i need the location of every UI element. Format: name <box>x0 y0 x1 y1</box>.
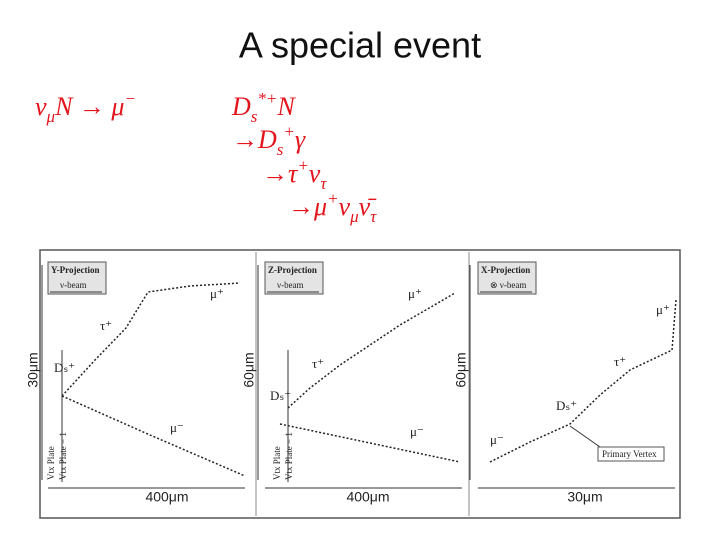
formula-part: →μ <box>288 192 327 221</box>
plate-label: Vtx Plate <box>46 446 56 480</box>
projection-label: Z-Projection <box>268 265 317 275</box>
plate-label: Vtx Plate <box>272 446 282 480</box>
formula-part: N <box>276 92 296 121</box>
particle-label: τ⁺ <box>100 318 112 333</box>
horizontal-scale: 400μm <box>145 489 188 505</box>
formula-part: − <box>125 89 136 108</box>
formula-part: N → μ <box>54 92 124 121</box>
horizontal-scale: 30μm <box>567 489 602 505</box>
formula-part: τ <box>320 174 327 193</box>
particle-label: μ⁺ <box>656 302 670 317</box>
projection-box <box>264 261 324 295</box>
particle-label: μ⁺ <box>408 286 422 301</box>
formula-part: μ <box>46 107 56 126</box>
beam-label: ⊗ ν-beam <box>490 280 526 290</box>
particle-label: Dₛ⁺ <box>54 360 75 375</box>
formula-part: γ <box>295 125 306 154</box>
vertical-scale: 30μm <box>25 352 41 387</box>
formula-part: →τ <box>262 159 299 188</box>
vertical-scale: 60μm <box>453 352 469 387</box>
formula: νμN → μ− <box>35 89 136 126</box>
track <box>489 299 677 463</box>
track <box>61 395 246 477</box>
formula-part: ν <box>35 92 47 121</box>
projection-label: X-Projection <box>481 265 530 275</box>
slide-title: A special event <box>239 25 481 66</box>
plate-label: Vtx Plate − 1 <box>58 432 68 480</box>
vertex-pointer <box>569 425 601 448</box>
vertex-box <box>597 446 665 462</box>
formula-part: s <box>277 140 284 159</box>
particle-label: Dₛ⁺ <box>556 398 577 413</box>
particle-label: Dₛ⁺ <box>270 388 291 403</box>
particle-label: μ⁻ <box>410 424 424 439</box>
figure-frame <box>39 249 681 519</box>
formula-part: ν <box>309 159 321 188</box>
formula-part: ν <box>339 192 351 221</box>
particle-label: μ⁻ <box>490 432 504 447</box>
formula-part: + <box>283 122 294 141</box>
formula: Ds*+N <box>231 89 296 126</box>
formula: →Ds+γ <box>232 122 306 159</box>
track <box>279 423 461 463</box>
formula-part: μ <box>349 207 359 226</box>
track <box>61 282 241 397</box>
projection-label: Y-Projection <box>51 265 100 275</box>
vertex-label: Primary Vertex <box>602 449 657 459</box>
formula-part: + <box>327 189 338 208</box>
particle-label: μ⁻ <box>170 420 184 435</box>
vertical-scale: 60μm <box>241 352 257 387</box>
formula-part: τ <box>370 207 377 226</box>
formula-part: s <box>251 107 258 126</box>
beam-label: ν-beam <box>60 280 87 290</box>
formula: →μ+νμν̄τ <box>288 189 377 226</box>
formula-part: D <box>231 92 251 121</box>
horizontal-scale: 400μm <box>346 489 389 505</box>
projection-box <box>477 261 537 295</box>
formula: →τ+ντ <box>262 156 327 193</box>
formula-part: + <box>297 156 308 175</box>
formula-part: →D <box>232 125 277 154</box>
particle-label: μ⁺ <box>210 286 224 301</box>
projection-box <box>47 261 107 295</box>
formula-part: *+ <box>257 89 277 108</box>
particle-label: τ⁺ <box>614 354 626 369</box>
track <box>287 292 456 409</box>
plate-label: Vtx Plate − 1 <box>284 432 294 480</box>
particle-label: τ⁺ <box>312 356 324 371</box>
beam-label: ν-beam <box>277 280 304 290</box>
